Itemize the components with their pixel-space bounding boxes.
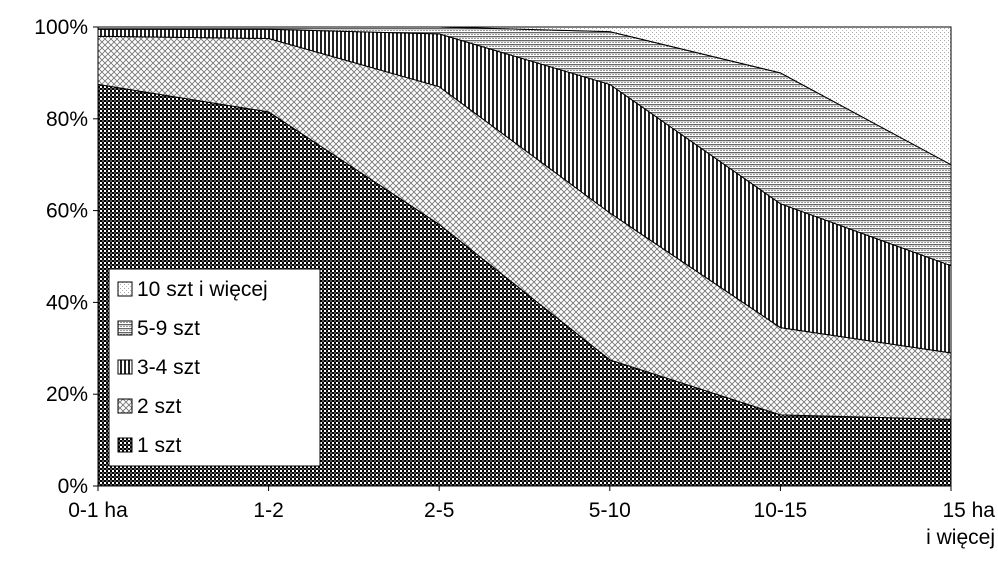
y-tick-label: 60% [46, 200, 88, 223]
x-tick-label: 0-1 ha [68, 499, 128, 522]
y-tick-label: 20% [46, 383, 88, 406]
x-tick-label: 15 ha i więcej [926, 499, 995, 549]
tick-labels: 0% 20% 40% 60% 80% 100% 0-1 ha 1-2 2-5 5-10 10-15 1… [34, 16, 995, 549]
legend-swatch [117, 320, 133, 336]
y-tick-label: 40% [46, 291, 88, 314]
legend-label: 2 szt [137, 395, 182, 418]
legend-label: 5-9 szt [137, 317, 200, 340]
axes [93, 26, 952, 491]
legend-swatch [117, 281, 133, 297]
legend-label: 10 szt i więcej [137, 278, 268, 301]
legend-swatch [117, 359, 133, 375]
legend-box [108, 268, 321, 467]
legend-swatch [117, 398, 133, 414]
y-tick-label: 0% [58, 475, 88, 498]
legend: 10 szt i więcej 5-9 szt 3-4 szt 2 szt 1 szt [108, 268, 321, 467]
x-tick-label: 2-5 [424, 499, 454, 522]
legend-label: 3-4 szt [137, 356, 200, 379]
x-tick-label: 10-15 [754, 499, 808, 522]
x-tick-label: 1-2 [253, 499, 283, 522]
legend-label: 1 szt [137, 434, 182, 457]
y-tick-label: 80% [46, 108, 88, 131]
y-tick-label: 100% [34, 16, 88, 39]
legend-swatch [117, 437, 133, 453]
x-tick-label: 5-10 [589, 499, 631, 522]
area-series-5 [98, 26, 952, 166]
